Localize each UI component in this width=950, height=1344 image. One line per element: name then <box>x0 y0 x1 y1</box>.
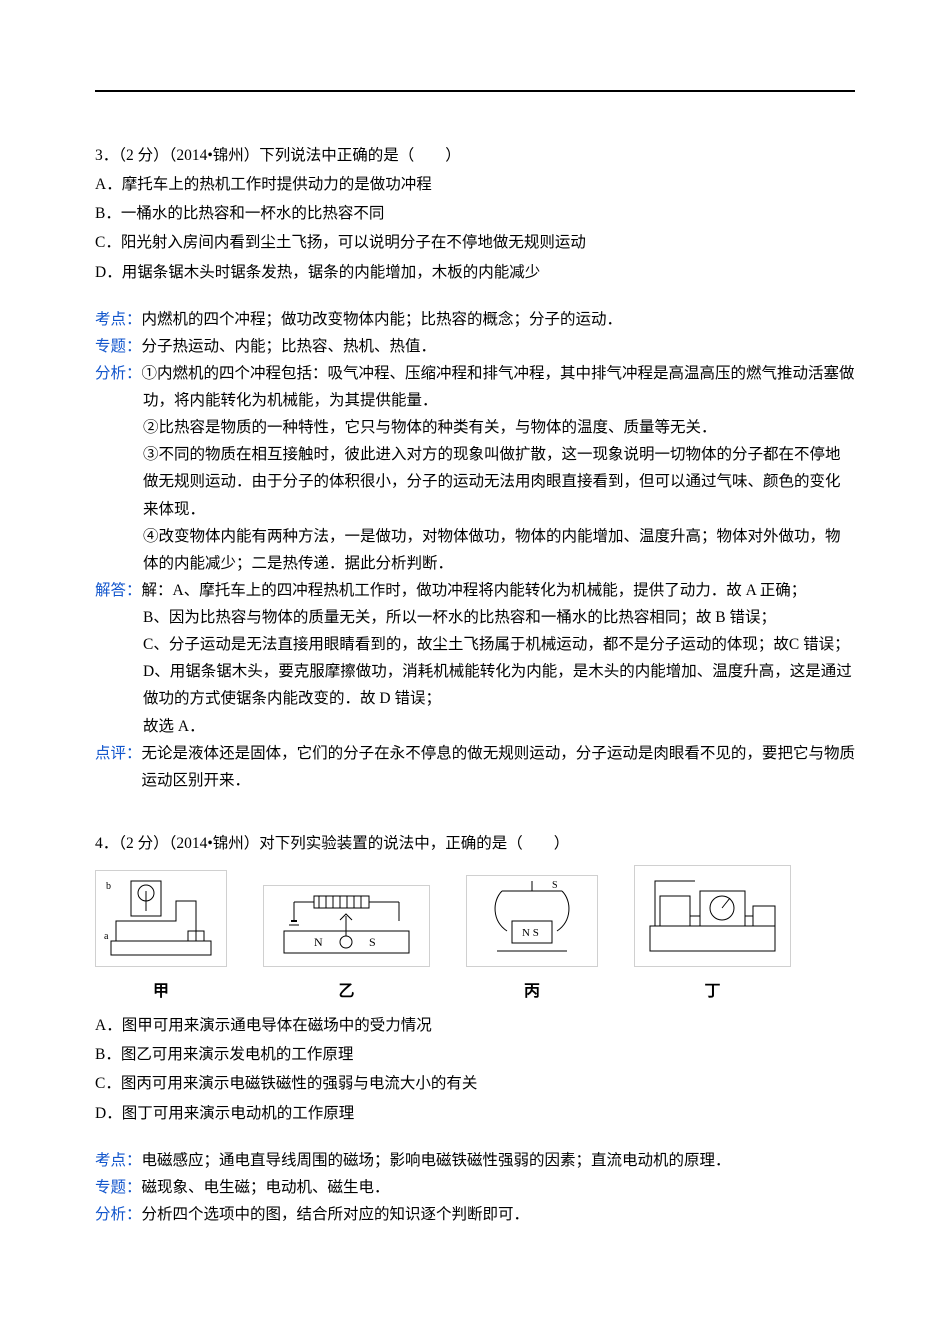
svg-text:a: a <box>104 931 109 942</box>
fenxi-label: 分析： <box>95 1201 142 1228</box>
q4-kaodian: 考点： 电磁感应；通电直导线周围的磁场；影响电磁铁磁性强弱的因素；直流电动机的原… <box>95 1147 855 1174</box>
q3-opt-b: B．一桶水的比热容和一杯水的比热容不同 <box>95 200 855 227</box>
q4-opt-b: B．图乙可用来演示发电机的工作原理 <box>95 1041 855 1068</box>
svg-text:b: b <box>106 881 111 892</box>
kaodian-label: 考点： <box>95 1147 142 1174</box>
fenxi-label: 分析： <box>95 365 142 382</box>
q3-opt-d: D．用锯条锯木头时锯条发热，锯条的内能增加，木板的内能减少 <box>95 259 855 286</box>
kaodian-text: 内燃机的四个冲程；做功改变物体内能；比热容的概念；分子的运动． <box>142 306 855 333</box>
fenxi-p2: ②比热容是物质的一种特性，它只与物体的种类有关，与物体的温度、质量等无关． <box>95 414 855 441</box>
fig-jia-svg: b a <box>95 870 227 967</box>
jieda-pc: C、分子运动是无法直接用眼睛看到的，故尘土飞扬属于机械运动，都不是分子运动的体现… <box>95 631 855 658</box>
fig-yi-svg: N S <box>263 885 430 967</box>
jieda-label: 解答： <box>95 582 142 599</box>
q4-stem: 4．（2 分）（2014•锦州）对下列实验装置的说法中，正确的是（ ） <box>95 830 855 857</box>
fig-bing: N S S 丙 <box>466 875 598 1006</box>
q4-zhuanti: 专题： 磁现象、电生磁；电动机、磁生电． <box>95 1174 855 1201</box>
q3-jieda: 解答：解：A、摩托车上的四冲程热机工作时，做功冲程将内能转化为机械能，提供了动力… <box>95 577 855 740</box>
zhuanti-label: 专题： <box>95 333 142 360</box>
top-rule <box>95 90 855 92</box>
jieda-pd: D、用锯条锯木头，要克服摩擦做功，消耗机械能转化为内能，是木头的内能增加、温度升… <box>95 658 855 712</box>
jieda-pa: 解：A、摩托车上的四冲程热机工作时，做功冲程将内能转化为机械能，提供了动力．故 … <box>142 582 807 599</box>
fig-jia: b a 甲 <box>95 870 227 1006</box>
q3-opt-a: A．摩托车上的热机工作时提供动力的是做功冲程 <box>95 171 855 198</box>
zhuanti-text: 分子热运动、内能；比热容、热机、热值． <box>142 333 855 360</box>
q3-zhuanti: 专题： 分子热运动、内能；比热容、热机、热值． <box>95 333 855 360</box>
q3-kaodian: 考点： 内燃机的四个冲程；做功改变物体内能；比热容的概念；分子的运动． <box>95 306 855 333</box>
zhuanti-text: 磁现象、电生磁；电动机、磁生电． <box>142 1174 855 1201</box>
fig-yi-cap: 乙 <box>263 978 430 1006</box>
q3-fenxi: 分析：①内燃机的四个冲程包括：吸气冲程、压缩冲程和排气冲程，其中排气冲程是高温高… <box>95 360 855 577</box>
fig-bing-cap: 丙 <box>466 978 598 1006</box>
fenxi-p3: ③不同的物质在相互接触时，彼此进入对方的现象叫做扩散，这一现象说明一切物体的分子… <box>95 441 855 522</box>
q3-stem: 3．（2 分）（2014•锦州）下列说法中正确的是（ ） <box>95 142 855 169</box>
fenxi-text: 分析四个选项中的图，结合所对应的知识逐个判断即可． <box>142 1201 855 1228</box>
svg-text:N: N <box>314 935 323 949</box>
q4-opt-d: D．图丁可用来演示电动机的工作原理 <box>95 1100 855 1127</box>
q3-opt-c: C．阳光射入房间内看到尘土飞扬，可以说明分子在不停地做无规则运动 <box>95 229 855 256</box>
dianping-label: 点评： <box>95 740 142 767</box>
q3-dianping: 点评： 无论是液体还是固体，它们的分子在永不停息的做无规则运动，分子运动是肉眼看… <box>95 740 855 794</box>
fig-ding-cap: 丁 <box>634 978 791 1006</box>
fig-ding-svg <box>634 865 791 967</box>
dianping-text: 无论是液体还是固体，它们的分子在永不停息的做无规则运动，分子运动是肉眼看不见的，… <box>142 740 855 794</box>
kaodian-text: 电磁感应；通电直导线周围的磁场；影响电磁铁磁性强弱的因素；直流电动机的原理． <box>142 1147 855 1174</box>
jieda-pb: B、因为比热容与物体的质量无关，所以一杯水的比热容和一桶水的比热容相同；故 B … <box>95 604 855 631</box>
q4-fenxi: 分析： 分析四个选项中的图，结合所对应的知识逐个判断即可． <box>95 1201 855 1228</box>
jieda-ans: 故选 A． <box>95 713 855 740</box>
zhuanti-label: 专题： <box>95 1174 142 1201</box>
fig-bing-svg: N S S <box>466 875 598 967</box>
fenxi-p4: ④改变物体内能有两种方法，一是做功，对物体做功，物体的内能增加、温度升高；物体对… <box>95 523 855 577</box>
fig-jia-cap: 甲 <box>95 978 227 1006</box>
svg-text:N S: N S <box>522 927 539 939</box>
q4-opt-a: A．图甲可用来演示通电导体在磁场中的受力情况 <box>95 1012 855 1039</box>
svg-text:S: S <box>369 935 376 949</box>
fig-ding: 丁 <box>634 865 791 1006</box>
q4-opt-c: C．图丙可用来演示电磁铁磁性的强弱与电流大小的有关 <box>95 1070 855 1097</box>
fig-yi: N S 乙 <box>263 885 430 1006</box>
svg-text:S: S <box>552 880 558 891</box>
fenxi-p1: ①内燃机的四个冲程包括：吸气冲程、压缩冲程和排气冲程，其中排气冲程是高温高压的燃… <box>142 365 855 409</box>
kaodian-label: 考点： <box>95 306 142 333</box>
q4-figure-row: b a 甲 N S 乙 <box>95 865 855 1006</box>
